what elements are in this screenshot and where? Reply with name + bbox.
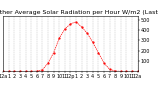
Title: Milwaukee Weather Average Solar Radiation per Hour W/m2 (Last 24 Hours): Milwaukee Weather Average Solar Radiatio… [0,10,160,15]
